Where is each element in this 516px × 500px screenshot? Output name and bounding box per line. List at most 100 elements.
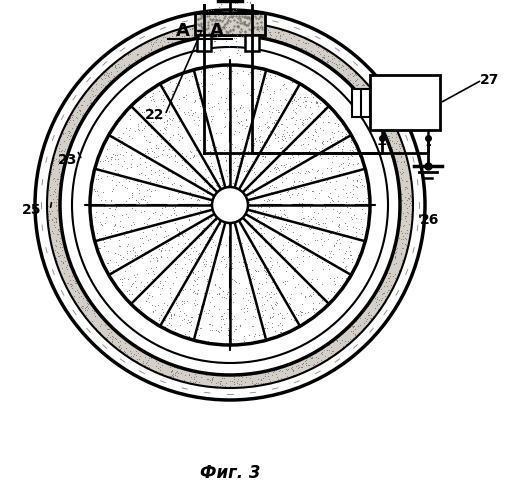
Point [194,326,202,334]
Point [182,272,190,280]
Point [349,71,358,79]
Point [212,16,220,24]
Point [219,28,228,36]
Point [116,345,124,353]
Point [265,313,273,321]
Point [342,65,350,73]
Point [246,374,254,382]
Point [90,96,98,104]
Point [44,212,52,220]
Point [236,322,244,330]
Point [340,254,348,262]
Point [172,158,181,166]
Point [239,200,247,207]
Point [101,196,109,203]
Point [140,158,149,166]
Point [164,231,172,239]
Point [128,280,137,288]
Point [148,147,156,155]
Point [260,266,268,274]
Point [189,264,197,272]
Point [164,116,172,124]
Point [404,194,412,202]
Point [349,181,357,189]
Point [213,32,221,40]
Point [162,232,170,239]
Point [266,188,275,196]
Point [257,21,265,29]
Point [279,225,287,233]
Point [115,64,123,72]
Point [342,198,350,206]
Point [281,211,289,219]
Point [375,120,383,128]
Point [392,138,400,146]
Point [381,131,390,139]
Point [216,68,224,76]
Point [121,202,130,209]
Point [373,301,381,309]
Point [45,210,54,218]
Point [131,58,139,66]
Point [129,104,137,112]
Point [265,123,273,131]
Point [251,305,260,313]
Point [123,240,132,248]
Point [144,48,152,56]
Point [104,326,112,334]
Point [208,266,217,274]
Point [203,20,211,28]
Point [250,85,259,93]
Point [188,112,196,120]
Point [227,308,235,316]
Point [197,231,205,239]
Point [289,306,298,314]
Point [273,212,282,220]
Point [206,31,214,39]
Point [212,142,220,150]
Point [309,214,317,222]
Point [188,288,197,296]
Point [55,147,63,155]
Point [239,196,247,204]
Point [326,230,334,237]
Point [171,152,180,160]
Point [144,184,153,192]
Point [286,194,294,202]
Point [59,130,68,138]
Point [256,86,264,94]
Point [350,138,359,146]
Point [324,192,332,200]
Point [288,127,297,135]
Point [60,156,68,164]
Point [106,76,115,84]
Point [180,298,188,306]
Point [342,130,350,138]
Point [198,82,206,90]
Point [242,190,250,198]
Point [146,50,154,58]
Point [203,336,212,344]
Point [348,322,356,330]
Point [133,202,141,209]
Point [57,152,65,160]
Point [56,176,64,184]
Point [251,369,260,377]
Point [325,230,333,237]
Point [235,152,243,160]
Point [199,32,207,40]
Point [92,242,101,250]
Point [346,66,354,74]
Point [174,150,183,158]
Point [294,100,302,108]
Point [178,148,186,156]
Point [284,187,293,195]
Point [335,246,343,254]
Point [395,148,403,156]
Point [252,370,260,378]
Point [266,34,274,42]
Point [163,212,171,220]
Point [97,74,105,82]
Point [217,62,225,70]
Circle shape [60,35,400,375]
